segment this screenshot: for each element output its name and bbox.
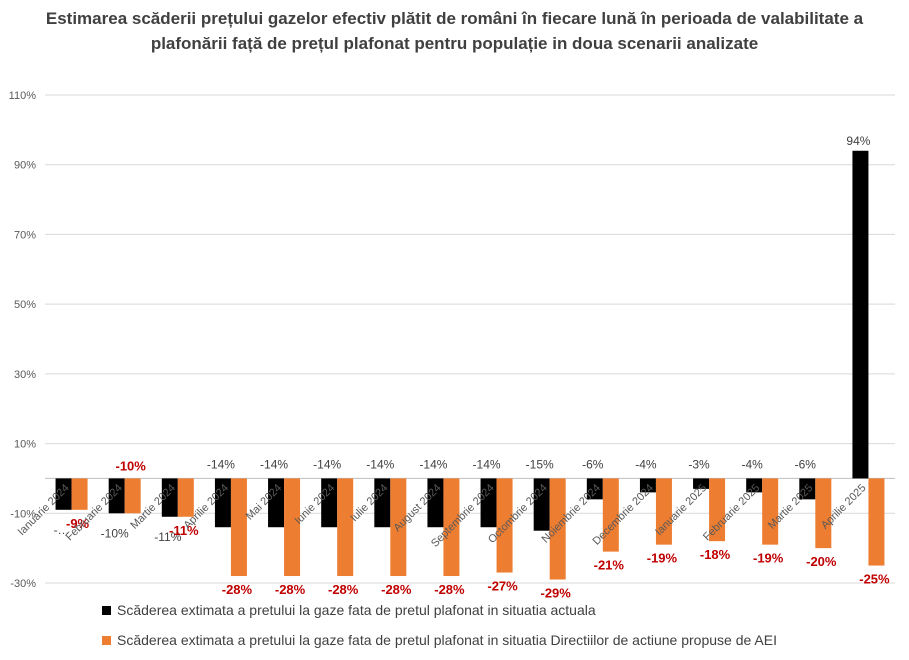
data-label-actual: -3%: [688, 457, 710, 471]
legend-swatch-aei: [102, 635, 111, 645]
data-label-actual: -6%: [795, 457, 817, 471]
bar-actual: [374, 478, 391, 528]
data-label-aei: -28%: [275, 582, 306, 597]
legend-label-actual: Scăderea extimata a pretului la gaze fat…: [117, 602, 596, 618]
data-label-aei: -20%: [806, 554, 837, 569]
data-label-actual: -4%: [742, 457, 764, 471]
bar-actual: [639, 478, 656, 493]
data-label-actual: -11%: [154, 530, 181, 544]
bar-aei: [602, 478, 619, 552]
bar-actual: [55, 478, 72, 510]
legend-swatch-actual: [102, 605, 111, 615]
bar-aei: [177, 478, 194, 517]
data-label-actual: -14%: [419, 457, 447, 471]
bar-actual: [427, 478, 444, 528]
bar-actual: [108, 478, 125, 514]
bar-actual: [746, 478, 763, 493]
data-label-aei: -18%: [700, 547, 731, 562]
data-label-actual: -6%: [582, 457, 604, 471]
y-tick-label: 90%: [14, 160, 36, 172]
bar-aei: [815, 478, 832, 549]
bar-actual: [586, 478, 603, 500]
bar-aei: [868, 478, 885, 566]
y-tick-label: -10%: [10, 508, 36, 520]
bar-aei: [337, 478, 354, 577]
bar-aei: [284, 478, 301, 577]
data-label-aei: -19%: [647, 551, 678, 566]
bar-aei: [762, 478, 779, 545]
y-tick-label: 110%: [9, 90, 37, 102]
data-label-aei: -27%: [487, 579, 518, 594]
data-label-actual: -14%: [473, 457, 501, 471]
data-label-actual: -4%: [635, 457, 657, 471]
data-label-aei: -19%: [753, 551, 784, 566]
data-label-actual: -14%: [207, 457, 235, 471]
y-tick-label: 30%: [14, 369, 36, 381]
y-tick-label: 10%: [14, 439, 36, 451]
legend-item-aei: Scăderea extimata a pretului la gaze fat…: [102, 632, 777, 648]
bar-actual: [214, 478, 231, 528]
bar-aei: [709, 478, 726, 542]
chart-title: Estimarea scăderii prețului gazelor efec…: [45, 9, 864, 53]
data-label-aei: -28%: [222, 582, 253, 597]
bar-actual: [799, 478, 816, 500]
y-tick-label: 70%: [14, 229, 36, 241]
data-label-actual: -10%: [101, 526, 129, 540]
data-label-aei: -10%: [116, 458, 147, 473]
data-label-aei: -28%: [434, 582, 465, 597]
bar-aei: [443, 478, 460, 577]
bar-aei: [124, 478, 141, 514]
bar-actual: [321, 478, 338, 528]
data-label-aei: -21%: [594, 558, 625, 573]
data-label-aei: -28%: [381, 582, 412, 597]
bar-aei: [230, 478, 247, 577]
bar-aei: [549, 478, 566, 580]
y-tick-label: -30%: [10, 578, 36, 590]
data-label-aei: -9%: [66, 516, 90, 531]
data-label-actual: -14%: [366, 457, 394, 471]
data-label-aei: -28%: [328, 582, 359, 597]
bar-aei: [655, 478, 672, 545]
y-tick-label: 50%: [14, 299, 36, 311]
bar-actual: [852, 150, 869, 479]
legend-label-aei: Scăderea extimata a pretului la gaze fat…: [117, 632, 777, 648]
bar-actual: [693, 478, 710, 489]
bar-aei: [71, 478, 88, 510]
data-label-actual: -14%: [260, 457, 288, 471]
data-label-actual: -15%: [526, 457, 554, 471]
data-label-aei: -25%: [859, 572, 890, 587]
bar-actual: [480, 478, 497, 528]
bar-actual: [161, 478, 178, 517]
data-label-actual: -14%: [313, 457, 341, 471]
bar-actual: [533, 478, 550, 531]
bar-aei: [496, 478, 513, 573]
legend-item-actual: Scăderea extimata a pretului la gaze fat…: [102, 602, 596, 618]
data-label-aei: -29%: [541, 586, 572, 601]
bar-actual: [268, 478, 285, 528]
data-label-aei: -11%: [169, 523, 199, 538]
data-label-actual: 94%: [846, 134, 870, 148]
bar-aei: [390, 478, 407, 577]
data-label-actual: -…: [54, 523, 70, 537]
